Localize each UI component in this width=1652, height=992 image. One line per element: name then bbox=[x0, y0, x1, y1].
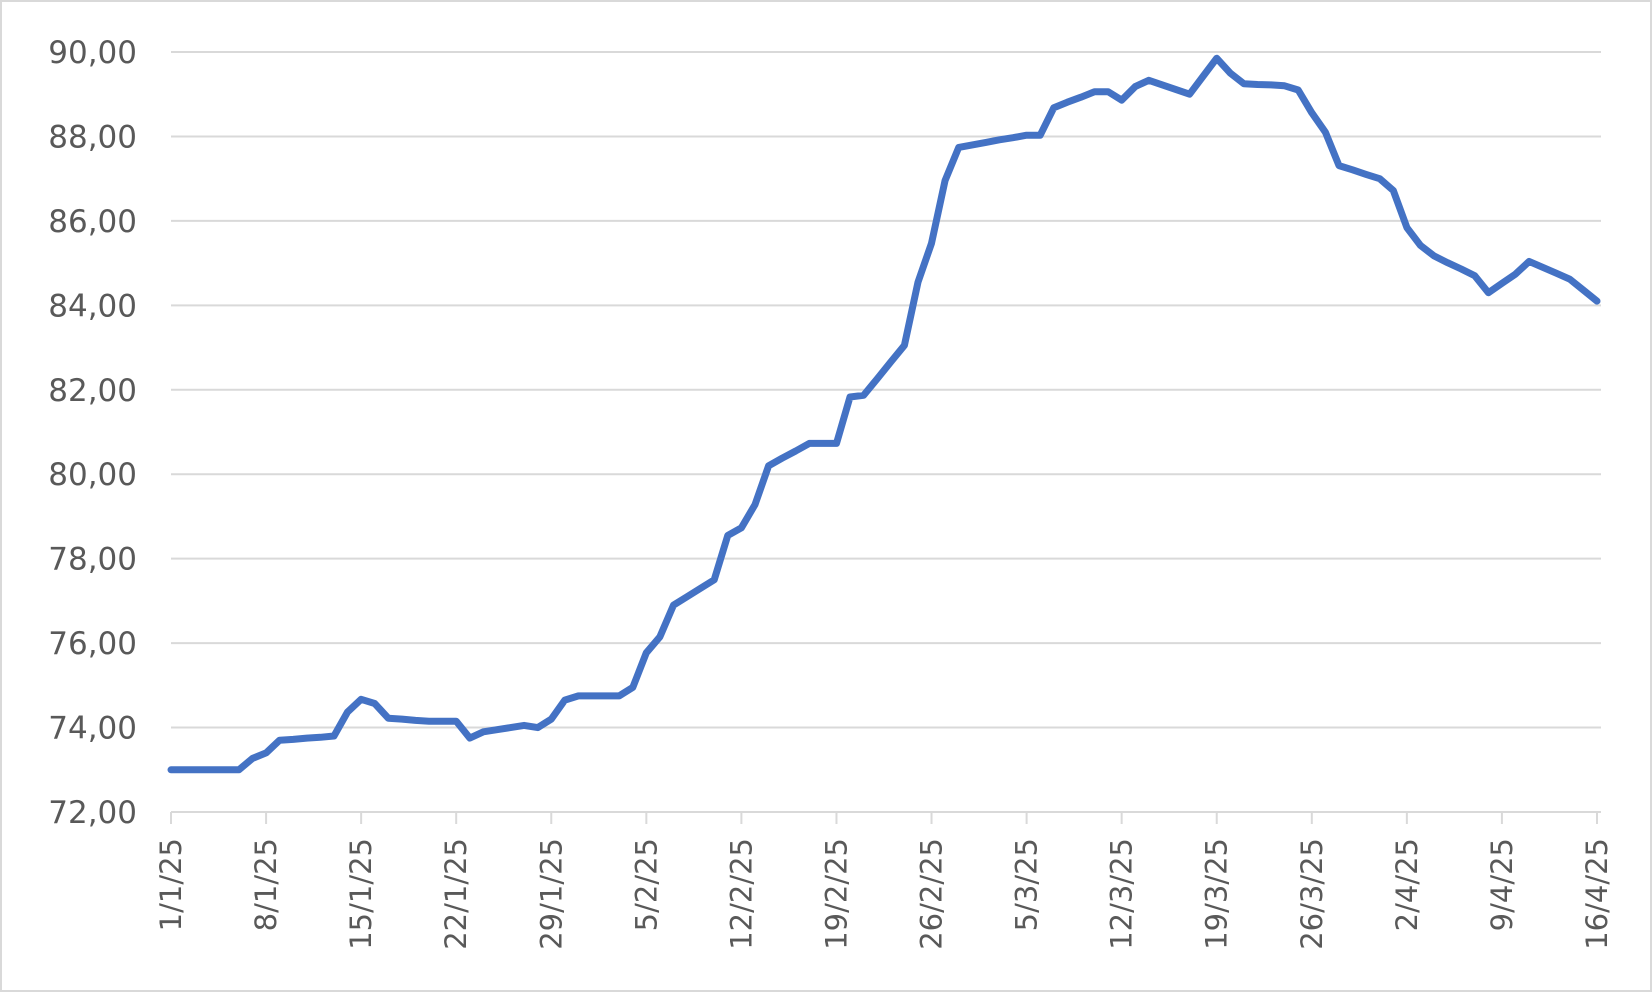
x-tick-label: 12/2/25 bbox=[724, 838, 758, 950]
x-tick-label: 15/1/25 bbox=[344, 838, 378, 950]
y-tick-label: 74,00 bbox=[48, 711, 137, 747]
y-tick-label: 78,00 bbox=[48, 542, 137, 578]
x-tick-label: 16/4/25 bbox=[1580, 838, 1614, 950]
x-tick-label: 8/1/25 bbox=[249, 838, 283, 931]
x-tick-label: 5/3/25 bbox=[1010, 838, 1044, 931]
y-tick-label: 80,00 bbox=[48, 457, 137, 493]
x-tick-label: 2/4/25 bbox=[1390, 838, 1424, 931]
x-tick-label: 5/2/25 bbox=[629, 838, 663, 931]
y-tick-label: 84,00 bbox=[48, 288, 137, 324]
x-tick-label: 9/4/25 bbox=[1485, 838, 1519, 931]
y-tick-label: 90,00 bbox=[48, 35, 137, 71]
x-tick-label: 12/3/25 bbox=[1105, 838, 1139, 950]
x-tick-label: 19/2/25 bbox=[819, 838, 853, 950]
x-tick-label: 1/1/25 bbox=[154, 838, 188, 931]
y-tick-label: 76,00 bbox=[48, 626, 137, 662]
x-tick-label: 26/3/25 bbox=[1295, 838, 1329, 950]
x-tick-label: 29/1/25 bbox=[534, 838, 568, 950]
x-tick-label: 22/1/25 bbox=[439, 838, 473, 950]
x-tick-label: 19/3/25 bbox=[1200, 838, 1234, 950]
data-line bbox=[167, 54, 1601, 774]
x-tick-label: 26/2/25 bbox=[915, 838, 949, 950]
y-tick-label: 82,00 bbox=[48, 373, 137, 409]
y-tick-label: 86,00 bbox=[48, 204, 137, 240]
y-tick-label: 72,00 bbox=[48, 795, 137, 831]
y-tick-label: 88,00 bbox=[48, 119, 137, 155]
